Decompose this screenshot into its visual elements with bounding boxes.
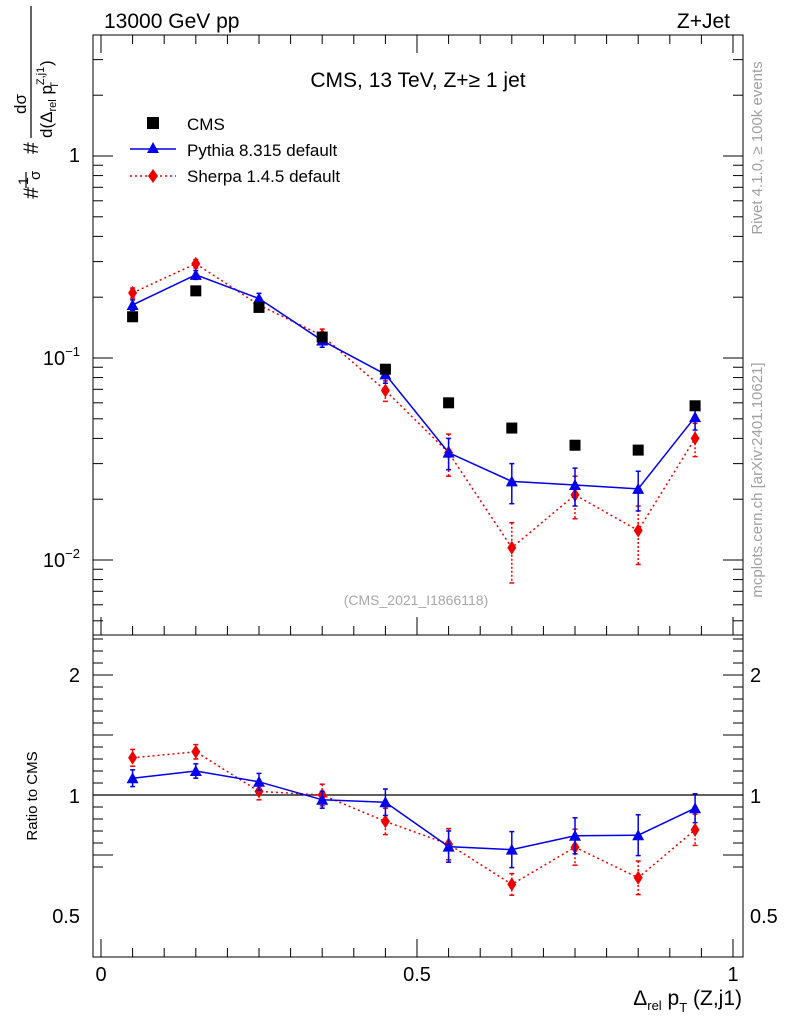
pythia-point bbox=[689, 411, 702, 423]
ratio-tick-label-05-right: 0.5 bbox=[750, 906, 778, 928]
ratio-tick-label-1-left: 1 bbox=[69, 786, 80, 808]
sherpa-point bbox=[690, 431, 700, 446]
y-axis-label-main: #1 σ # dσ d(Δrel pZ,j1T) bbox=[11, 6, 61, 199]
cms-point bbox=[190, 285, 202, 297]
pythia-ratio-point bbox=[632, 829, 645, 841]
pythia-point bbox=[505, 475, 518, 487]
x-axis-label: Δrel pT (Z,j1) bbox=[633, 987, 742, 1015]
sherpa-ratio-line bbox=[132, 751, 696, 886]
pythia-ratio-point bbox=[379, 796, 392, 808]
svg-text:d(Δrel pZ,j1T): d(Δrel pZ,j1T) bbox=[35, 60, 61, 138]
cms-point bbox=[379, 363, 391, 375]
y-axis-label-ratio: Ratio to CMS bbox=[24, 751, 41, 840]
x-tick-label-05: 0.5 bbox=[403, 964, 431, 986]
cms-point bbox=[569, 439, 581, 451]
pythia-ratio-point bbox=[189, 765, 202, 776]
legend-sherpa-marker bbox=[148, 169, 158, 183]
legend-cms-marker bbox=[147, 117, 159, 129]
axis-ticks bbox=[93, 35, 743, 957]
ratio-tick-label-1-right: 1 bbox=[750, 786, 761, 808]
y-tick-label-1e-2: 10−2 bbox=[43, 546, 80, 572]
header-left-label: 13000 GeV pp bbox=[104, 10, 239, 33]
legend-cms-label: CMS bbox=[187, 115, 225, 134]
main-plot-area bbox=[126, 256, 702, 584]
x-tick-label-1: 1 bbox=[727, 964, 738, 986]
sherpa-ratio-point bbox=[633, 870, 643, 885]
cms-point bbox=[506, 422, 518, 434]
sherpa-ratio-point bbox=[507, 877, 517, 892]
y-tick-label-1e-1: 10−1 bbox=[43, 344, 80, 370]
sherpa-ratio-point bbox=[690, 822, 700, 837]
pythia-ratio-line bbox=[132, 770, 696, 851]
chart-title: CMS, 13 TeV, Z+≥ 1 jet bbox=[310, 69, 525, 92]
rivet-version-label: Rivet 4.1.0, ≥ 100k events bbox=[749, 61, 766, 234]
sherpa-point bbox=[380, 383, 390, 398]
pythia-ratio-point bbox=[126, 772, 139, 784]
sherpa-ratio-point bbox=[128, 750, 138, 765]
svg-text:σ: σ bbox=[27, 170, 44, 180]
legend-pythia-marker bbox=[147, 142, 159, 153]
pythia-point bbox=[253, 292, 265, 304]
ratio-tick-label-05-left: 0.5 bbox=[52, 906, 80, 928]
sherpa-point bbox=[128, 285, 138, 300]
x-tick-label-0: 0 bbox=[95, 964, 106, 986]
sherpa-point bbox=[507, 540, 517, 555]
ratio-tick-label-2-right: 2 bbox=[750, 665, 761, 687]
cms-point bbox=[443, 397, 455, 409]
pythia-point bbox=[126, 298, 139, 310]
pythia-point bbox=[189, 268, 202, 280]
pythia-point bbox=[442, 446, 455, 458]
sherpa-line bbox=[132, 262, 696, 549]
svg-text:#: # bbox=[20, 142, 43, 154]
sherpa-point bbox=[191, 256, 201, 271]
ratio-panel-frame bbox=[92, 634, 744, 958]
pythia-ratio-point bbox=[569, 829, 581, 841]
pythia-point bbox=[569, 479, 581, 491]
analysis-watermark: (CMS_2021_I1866118) bbox=[344, 592, 489, 608]
pythia-ratio-point bbox=[505, 843, 518, 855]
cms-point bbox=[689, 400, 701, 412]
mcplots-label: mcplots.cern.ch [arXiv:2401.10621] bbox=[749, 362, 766, 597]
legend-sherpa-label: Sherpa 1.4.5 default bbox=[187, 167, 340, 186]
legend-pythia-label: Pythia 8.315 default bbox=[187, 141, 338, 160]
ratio-tick-label-2-left: 2 bbox=[69, 665, 80, 687]
header-right-label: Z+Jet bbox=[677, 10, 730, 33]
svg-text:dσ: dσ bbox=[11, 94, 30, 114]
cms-point bbox=[316, 331, 328, 343]
pythia-ratio-point bbox=[253, 775, 265, 787]
legend: CMS Pythia 8.315 default Sherpa 1.4.5 de… bbox=[130, 115, 340, 186]
pythia-ratio-point bbox=[316, 793, 329, 805]
y-tick-label-1: 1 bbox=[69, 145, 80, 167]
cms-point bbox=[253, 301, 265, 313]
sherpa-point bbox=[633, 523, 643, 538]
sherpa-ratio-point bbox=[191, 744, 201, 759]
pythia-ratio-point bbox=[689, 802, 702, 814]
pythia-line bbox=[132, 274, 696, 490]
sherpa-ratio-point bbox=[380, 814, 390, 829]
sherpa-ratio-point bbox=[254, 784, 264, 799]
pythia-ratio-point bbox=[442, 840, 455, 852]
cms-point bbox=[632, 444, 644, 456]
ratio-plot-area bbox=[126, 743, 702, 896]
cms-point bbox=[127, 311, 139, 323]
pythia-point bbox=[632, 482, 645, 494]
